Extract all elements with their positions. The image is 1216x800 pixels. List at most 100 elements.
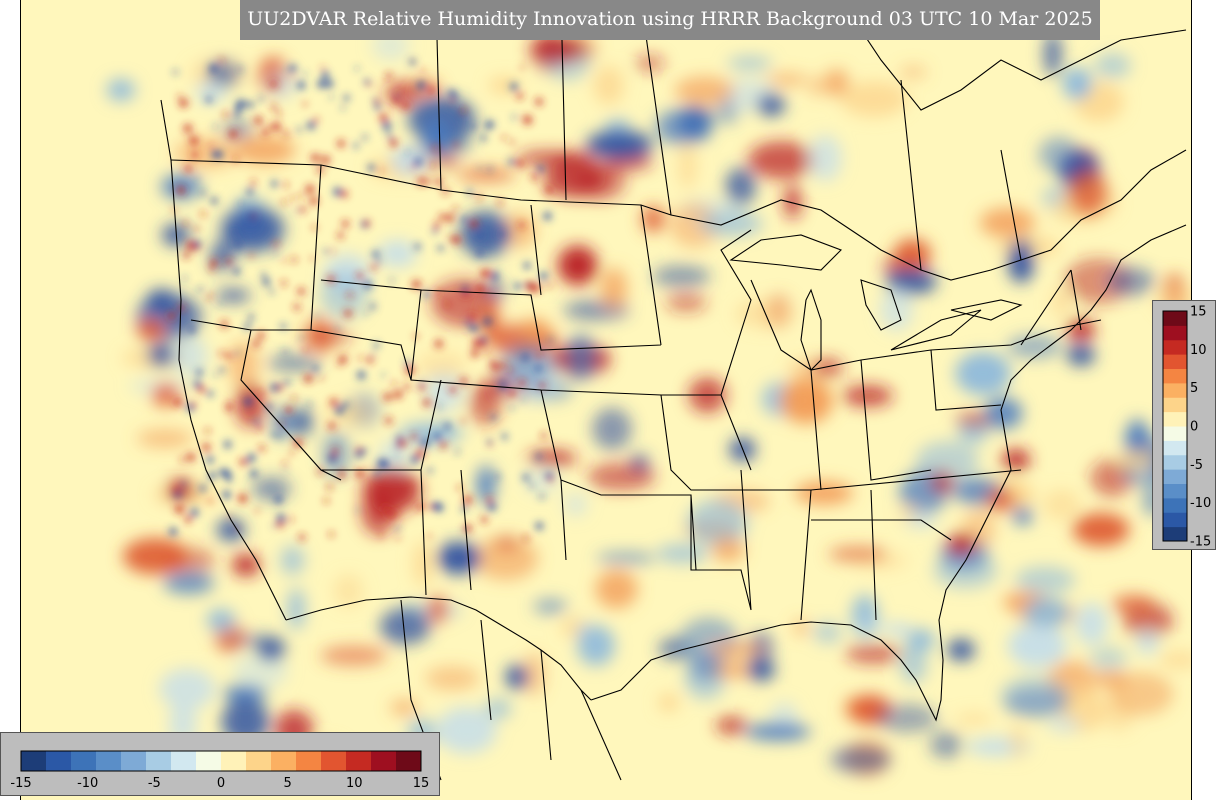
innovation-blob [955, 713, 993, 726]
innovation-blob [1158, 651, 1191, 669]
lake-ontario [950, 299, 1023, 321]
innovation-blob [987, 489, 1015, 511]
innovation-blob [522, 318, 549, 341]
innovation-speck [354, 468, 365, 479]
innovation-speck [482, 316, 493, 327]
innovation-blob [1023, 598, 1070, 628]
innovation-speck [439, 441, 447, 449]
innovation-speck [437, 245, 444, 252]
innovation-blob [564, 492, 588, 517]
innovation-blob [122, 538, 188, 575]
innovation-speck [420, 68, 425, 73]
innovation-speck [253, 116, 263, 125]
innovation-speck [205, 428, 211, 434]
innovation-speck [508, 389, 516, 397]
innovation-speck [381, 121, 392, 131]
innovation-blob [899, 65, 927, 79]
hudson-bay-coast [840, 0, 1187, 111]
innovation-blob [159, 668, 216, 710]
innovation-speck [476, 194, 482, 201]
state-lines [190, 164, 1102, 621]
innovation-speck [427, 534, 432, 538]
innovation-blob [223, 685, 268, 702]
innovation-detail [167, 58, 554, 541]
innovation-speck [284, 468, 288, 472]
innovation-blob [842, 385, 893, 407]
innovation-speck [194, 176, 198, 180]
innovation-speck [326, 484, 333, 490]
innovation-speck [310, 153, 320, 163]
innovation-blob [1042, 489, 1081, 521]
innovation-speck [299, 336, 304, 341]
innovation-speck [498, 231, 505, 238]
colorbar-horizontal-tick-label: 0 [217, 776, 225, 791]
innovation-blob [147, 289, 175, 311]
innovation-speck [338, 354, 348, 364]
colorbar-vertical-swatch [1163, 325, 1187, 341]
innovation-blob [234, 135, 296, 165]
innovation-blob [1014, 566, 1076, 595]
colorbar-horizontal-swatch [346, 751, 372, 771]
innovation-speck [249, 469, 259, 479]
innovation-speck [404, 365, 415, 376]
innovation-speck [247, 453, 257, 462]
innovation-blob [529, 36, 586, 61]
innovation-blob [257, 639, 285, 661]
innovation-speck [178, 98, 189, 108]
innovation-speck [416, 80, 427, 91]
innovation-speck [172, 208, 176, 212]
innovation-speck [405, 150, 410, 155]
colorbar-horizontal-swatch [46, 751, 72, 771]
innovation-speck [168, 527, 178, 536]
colorbar-vertical-swatch [1163, 512, 1187, 528]
innovation-speck [401, 101, 411, 110]
innovation-speck [167, 311, 176, 320]
innovation-speck [329, 95, 334, 99]
innovation-blob [824, 69, 849, 97]
innovation-speck [378, 113, 388, 123]
innovation-speck [389, 138, 398, 148]
innovation-blob [1089, 646, 1128, 671]
innovation-speck [261, 129, 269, 137]
innovation-speck [343, 309, 353, 318]
innovation-speck [536, 352, 542, 359]
innovation-speck [361, 447, 367, 454]
innovation-blob [320, 645, 387, 666]
innovation-speck [219, 468, 227, 476]
innovation-speck [340, 105, 345, 110]
innovation-speck [497, 199, 504, 206]
innovation-speck [243, 396, 254, 407]
innovation-speck [176, 185, 186, 195]
innovation-speck [486, 439, 493, 445]
innovation-speck [422, 398, 431, 407]
colorbar-horizontal-swatch [146, 751, 172, 771]
innovation-speck [184, 515, 192, 524]
innovation-blob [1136, 631, 1159, 655]
innovation-speck [520, 65, 525, 69]
lake-michigan [800, 288, 822, 372]
innovation-speck [197, 286, 203, 292]
innovation-blob [557, 245, 598, 285]
innovation-blob [287, 587, 305, 631]
innovation-speck [289, 451, 294, 456]
innovation-speck [222, 490, 232, 500]
innovation-speck [270, 432, 276, 438]
innovation-blob [566, 333, 596, 381]
innovation-speck [310, 256, 314, 261]
innovation-blob [1009, 723, 1027, 760]
innovation-speck [183, 123, 193, 134]
innovation-blob [524, 651, 545, 697]
innovation-speck [305, 184, 315, 195]
innovation-speck [332, 187, 343, 197]
colorbar-horizontal: -15 -10 -5 0 5 10 15 [0, 732, 440, 796]
innovation-blob [725, 167, 756, 206]
innovation-speck [457, 485, 463, 491]
colorbar-vertical-tick-label: 10 [1190, 343, 1207, 358]
innovation-speck [396, 536, 401, 541]
innovation-blob [808, 134, 842, 182]
innovation-speck [363, 78, 370, 85]
innovation-blob [1007, 623, 1067, 668]
innovation-speck [183, 221, 188, 226]
innovation-speck [539, 271, 548, 281]
innovation-speck [449, 386, 457, 394]
